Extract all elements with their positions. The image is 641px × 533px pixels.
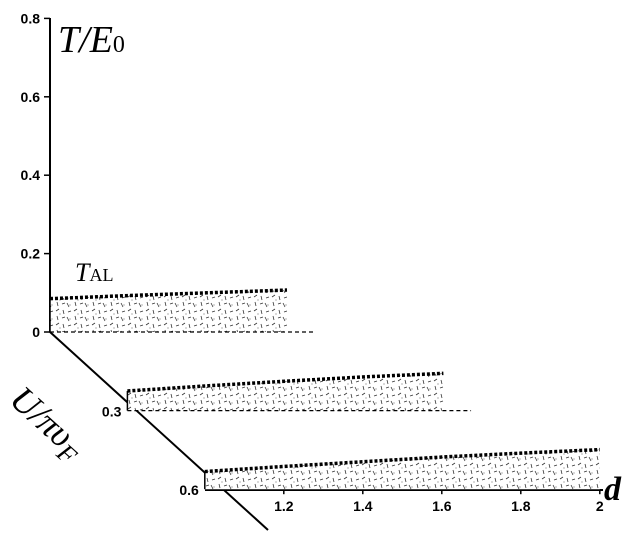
depth-tick-label: 0.3: [102, 404, 122, 420]
horizontal-tick-label: 1.8: [511, 498, 531, 514]
tal-curve: [49, 288, 288, 301]
vertical-tick-label: 0.2: [21, 246, 41, 262]
horizontal-tick-label: 1.2: [274, 498, 294, 514]
depth-axis-label: U/πυF: [0, 378, 94, 471]
horizontal-tick-label: 1.6: [432, 498, 452, 514]
horizontal-tick-label: 1.4: [353, 498, 373, 514]
al-region-area: [127, 373, 444, 411]
depth-axis-line: [49, 331, 269, 531]
al-region-area: [204, 449, 600, 490]
vertical-tick-label: 0.4: [21, 167, 41, 183]
vertical-tick-label: 0.8: [21, 10, 41, 26]
depth-tick-label: 0.6: [179, 482, 199, 498]
curve-label: TAL: [75, 258, 113, 287]
tal-curve: [204, 447, 600, 474]
vertical-tick-label: 0: [32, 324, 40, 340]
vertical-axis-label: T/E0: [58, 19, 125, 61]
tal-curve: [127, 371, 444, 393]
vertical-tick-label: 0.6: [21, 89, 41, 105]
al-region-area: [50, 290, 287, 332]
horizontal-tick-label: 2: [596, 498, 604, 514]
horizontal-axis-label: d: [604, 471, 622, 508]
